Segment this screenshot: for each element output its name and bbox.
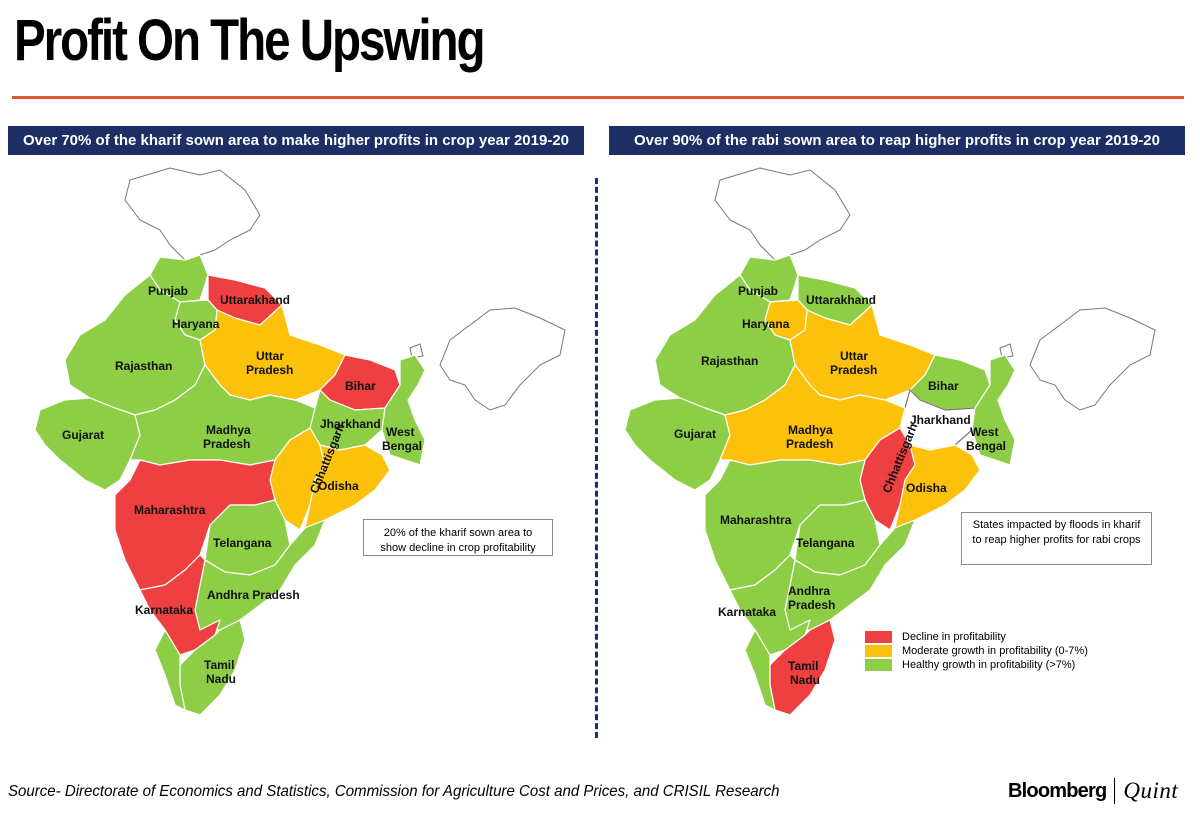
legend-label-moderate: Moderate growth in profitability (0-7%) [902,645,1088,657]
left-banner: Over 70% of the kharif sown area to make… [8,126,584,155]
brand-separator [1114,778,1116,804]
label-uttar-pradesh-1: Uttar [840,349,868,363]
sikkim-outline [409,343,424,359]
label-maharashtra: Maharashtra [720,513,792,527]
state-odisha [304,444,391,529]
label-maharashtra: Maharashtra [134,503,206,517]
label-uttarakhand: Uttarakhand [220,293,290,307]
label-jharkhand: Jharkhand [320,417,381,431]
label-uttar-pradesh-2: Pradesh [246,363,293,377]
label-telangana: Telangana [796,536,855,550]
label-tamil-nadu-1: Tamil [204,658,234,672]
state-uttar-pradesh [199,304,346,401]
label-bihar: Bihar [345,379,376,393]
northeast-outline [1029,307,1156,411]
jammu-kashmir-outline [124,167,261,261]
label-west-bengal-1: West [386,425,414,439]
label-west-bengal-2: Bengal [382,439,422,453]
kharif-map-svg: Punjab Uttarakhand Haryana Rajasthan Utt… [34,167,566,716]
legend-label-decline: Decline in profitability [902,631,1006,643]
state-odisha [894,444,981,529]
jammu-kashmir-outline [714,167,851,261]
state-kerala [154,629,186,711]
northeast-outline [439,307,566,411]
brand-logo: Bloomberg Quint [1008,778,1178,804]
label-uttarakhand: Uttarakhand [806,293,876,307]
label-gujarat: Gujarat [674,427,716,441]
label-rajasthan: Rajasthan [701,354,758,368]
panel-divider [595,178,598,738]
legend-swatch-moderate [865,645,892,657]
title-underline [12,96,1184,99]
label-odisha: Odisha [318,479,359,493]
label-tamil-nadu-1: Tamil [788,659,818,673]
legend-item-moderate: Moderate growth in profitability (0-7%) [865,644,1105,658]
state-gujarat [34,397,141,491]
label-west-bengal-1: West [970,425,998,439]
label-bihar: Bihar [928,379,959,393]
label-punjab: Punjab [738,284,778,298]
kharif-map: Punjab Uttarakhand Haryana Rajasthan Utt… [20,160,580,740]
label-haryana: Haryana [172,317,220,331]
label-rajasthan: Rajasthan [115,359,172,373]
rabi-map: Punjab Uttarakhand Haryana Rajasthan Utt… [610,160,1170,740]
rabi-map-svg: Punjab Uttarakhand Haryana Rajasthan Utt… [624,167,1156,716]
state-west-bengal [971,354,1016,466]
label-andhra-pradesh-1: Andhra [788,584,830,598]
label-tamil-nadu-2: Nadu [206,672,236,686]
sikkim-outline [999,343,1014,359]
kharif-note: 20% of the kharif sown area to show decl… [363,519,553,556]
label-tamil-nadu-2: Nadu [790,673,820,687]
label-andhra-pradesh: Andhra Pradesh [207,588,300,602]
label-madhya-pradesh-1: Madhya [206,423,251,437]
legend-swatch-healthy [865,659,892,671]
brand-quint: Quint [1123,778,1179,803]
legend-label-healthy: Healthy growth in profitability (>7%) [902,659,1076,671]
page-title: Profit On The Upswing [14,8,486,73]
right-banner: Over 90% of the rabi sown area to reap h… [609,126,1185,155]
label-telangana: Telangana [213,536,272,550]
legend-swatch-decline [865,631,892,643]
label-gujarat: Gujarat [62,428,104,442]
legend-item-decline: Decline in profitability [865,630,1105,644]
label-odisha: Odisha [906,481,947,495]
label-madhya-pradesh-1: Madhya [788,423,833,437]
state-kerala [744,629,776,711]
source-note: Source- Directorate of Economics and Sta… [8,783,780,800]
label-jharkhand: Jharkhand [910,413,971,427]
label-haryana: Haryana [742,317,790,331]
label-west-bengal-2: Bengal [966,439,1006,453]
legend-item-healthy: Healthy growth in profitability (>7%) [865,658,1105,672]
state-gujarat [624,397,731,491]
label-madhya-pradesh-2: Pradesh [786,437,833,451]
label-karnataka: Karnataka [718,605,776,619]
rabi-note: States impacted by floods in kharif to r… [961,512,1152,565]
legend: Decline in profitability Moderate growth… [865,630,1105,672]
state-west-bengal [381,354,426,466]
label-madhya-pradesh-2: Pradesh [203,437,250,451]
state-uttar-pradesh [789,304,936,401]
brand-bloomberg: Bloomberg [1008,779,1107,802]
label-karnataka: Karnataka [135,603,193,617]
label-punjab: Punjab [148,284,188,298]
label-uttar-pradesh-2: Pradesh [830,363,877,377]
label-uttar-pradesh-1: Uttar [256,349,284,363]
label-andhra-pradesh-2: Pradesh [788,598,835,612]
